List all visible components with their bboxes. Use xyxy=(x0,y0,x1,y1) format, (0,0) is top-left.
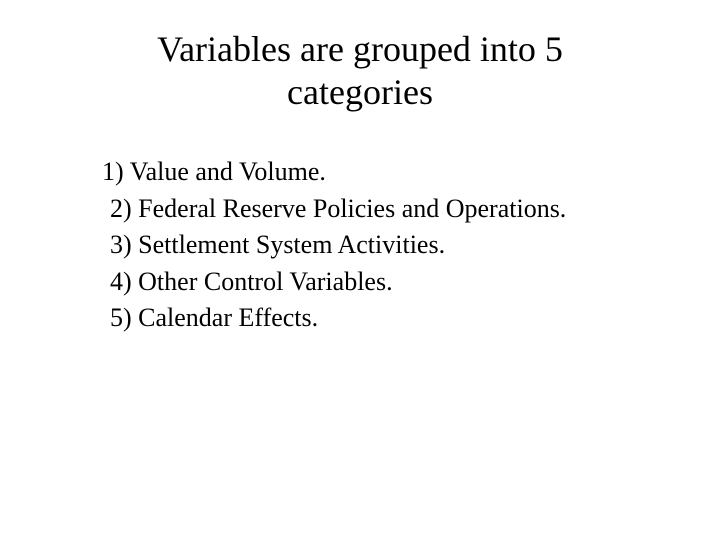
list-item: 2) Federal Reserve Policies and Operatio… xyxy=(110,191,660,227)
slide-title: Variables are grouped into 5 categories xyxy=(0,28,720,114)
list-item: 5) Calendar Effects. xyxy=(110,300,660,336)
slide-container: Variables are grouped into 5 categories … xyxy=(0,28,720,528)
category-list: 1) Value and Volume. 2) Federal Reserve … xyxy=(0,154,720,336)
list-item: 1) Value and Volume. xyxy=(102,154,660,190)
list-item: 4) Other Control Variables. xyxy=(110,264,660,300)
list-item: 3) Settlement System Activities. xyxy=(110,227,660,263)
